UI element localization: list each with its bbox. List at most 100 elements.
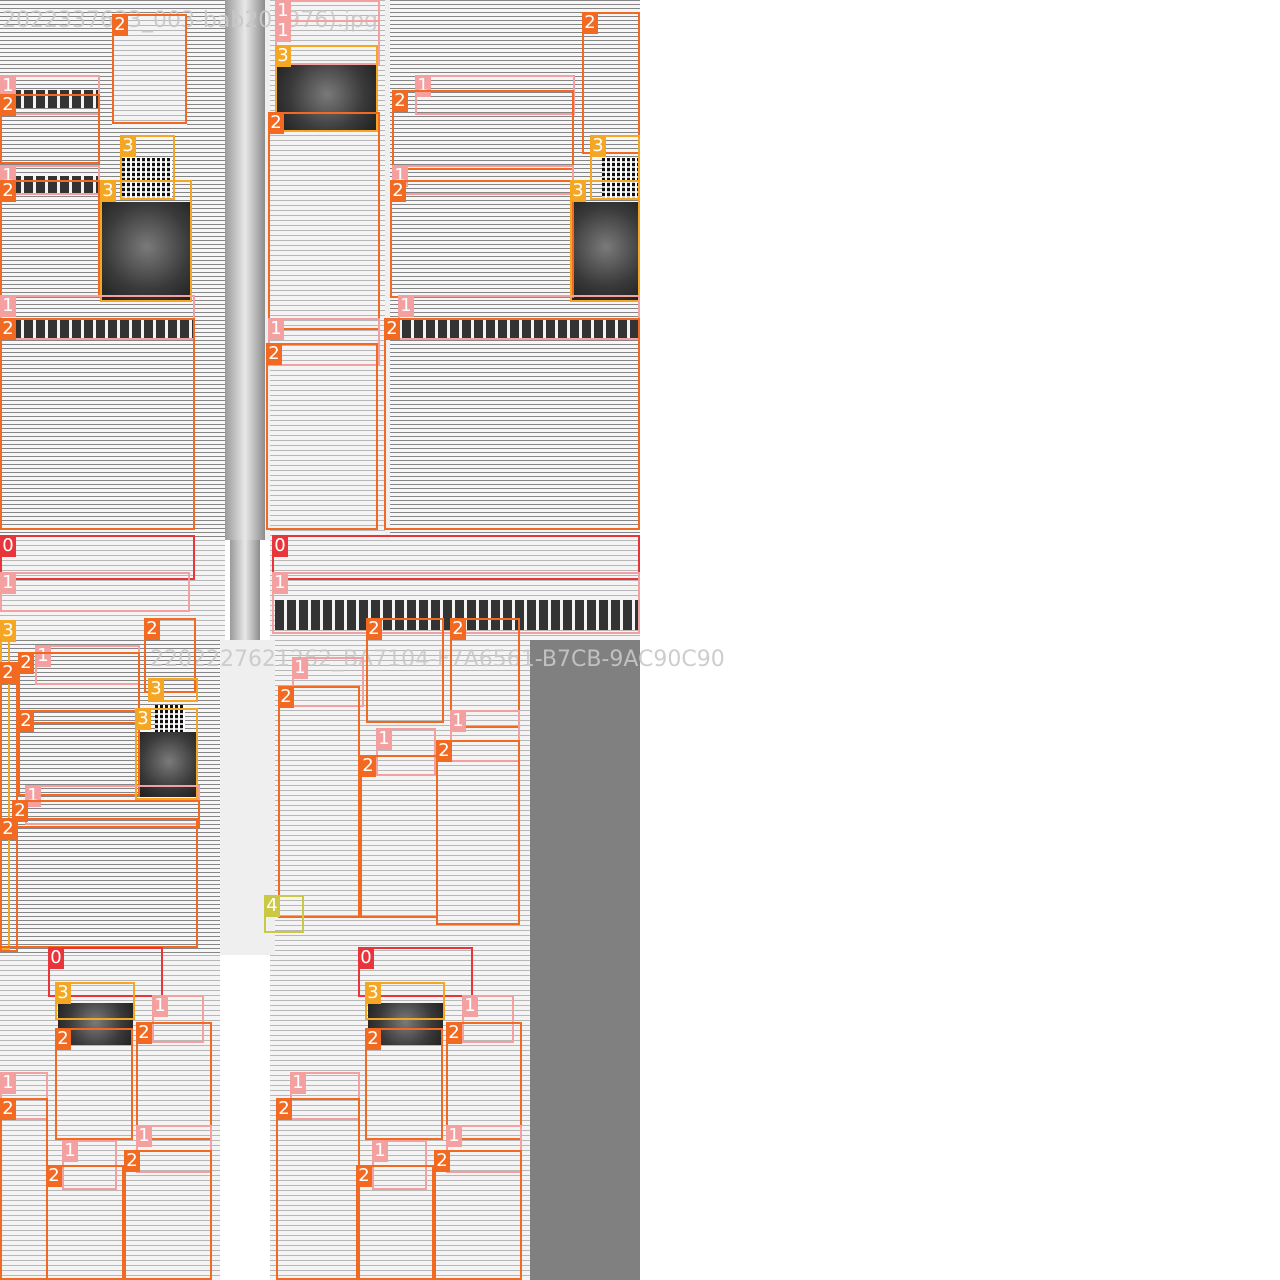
annotation-label: 1 bbox=[0, 295, 16, 317]
annotation-box: 2 bbox=[18, 652, 140, 724]
annotation-box: 2 bbox=[278, 686, 360, 918]
annotation-box: 0 bbox=[0, 535, 195, 580]
annotation-box: 4 bbox=[264, 895, 304, 933]
annotation-label: 1 bbox=[62, 1140, 78, 1162]
annotation-label: 2 bbox=[356, 1165, 372, 1187]
annotation-label: 1 bbox=[292, 657, 308, 679]
annotation-label: 2 bbox=[390, 180, 406, 202]
annotation-box: 3 bbox=[135, 708, 198, 800]
mosaic-tile-bottom-left-photo bbox=[0, 955, 220, 1280]
annotation-box: 0 bbox=[48, 947, 163, 997]
annotation-label: 2 bbox=[266, 343, 282, 365]
annotation-box: 2 bbox=[366, 618, 444, 723]
annotation-label: 2 bbox=[0, 818, 16, 840]
annotation-label: 2 bbox=[365, 1028, 381, 1050]
annotation-box: 3 bbox=[275, 45, 378, 132]
annotation-box: 2 bbox=[276, 1098, 360, 1280]
annotation-label: 3 bbox=[120, 135, 136, 157]
annotation-box: 1 bbox=[398, 295, 640, 340]
annotation-box: 2 bbox=[112, 14, 187, 124]
annotation-box: 3 bbox=[570, 180, 640, 302]
annotation-label: 2 bbox=[392, 90, 408, 112]
mosaic-tile-strip-left-photo bbox=[0, 540, 225, 640]
annotation-box: 3 bbox=[120, 135, 175, 200]
annotation-box: 2 bbox=[144, 618, 196, 693]
annotation-label: 2 bbox=[446, 1022, 462, 1044]
mosaic-tile-bottom-right-photo bbox=[270, 955, 530, 1280]
annotation-label: 3 bbox=[100, 180, 116, 202]
annotation-box: 1 bbox=[292, 657, 364, 707]
annotation-box: 0 bbox=[358, 947, 473, 997]
annotation-label: 2 bbox=[124, 1150, 140, 1172]
annotation-label: 1 bbox=[35, 645, 51, 667]
annotation-box: 3 bbox=[365, 982, 445, 1020]
annotation-label: 3 bbox=[0, 620, 16, 642]
annotation-label: 1 bbox=[275, 0, 291, 22]
annotation-label: 3 bbox=[590, 135, 606, 157]
annotation-label: 3 bbox=[148, 678, 164, 700]
annotation-label: 0 bbox=[0, 535, 16, 557]
annotation-box: 1 bbox=[0, 1072, 48, 1120]
annotation-label: 3 bbox=[275, 45, 291, 67]
annotation-label: 2 bbox=[0, 318, 16, 340]
annotation-label: 2 bbox=[366, 618, 382, 640]
annotation-label: 1 bbox=[272, 572, 288, 594]
annotation-label: 1 bbox=[450, 710, 466, 732]
annotation-label: 1 bbox=[268, 318, 284, 340]
annotation-label: 3 bbox=[55, 982, 71, 1004]
annotation-box: 2 bbox=[392, 90, 574, 170]
annotation-box: 0 bbox=[272, 535, 640, 580]
annotation-label: 1 bbox=[0, 1072, 16, 1094]
annotation-box: 2 bbox=[450, 618, 520, 728]
annotation-label: 2 bbox=[0, 94, 16, 116]
annotation-label: 1 bbox=[0, 75, 16, 97]
annotation-label: 2 bbox=[276, 1098, 292, 1120]
annotation-label: 1 bbox=[275, 20, 291, 42]
annotation-box: 1 bbox=[0, 572, 190, 612]
annotation-box: 2 bbox=[384, 318, 640, 530]
annotation-box: 2 bbox=[46, 1165, 124, 1280]
annotation-box: 2 bbox=[434, 1150, 522, 1280]
annotation-box: 2 bbox=[0, 318, 195, 530]
mosaic-tile-top-middle-photo bbox=[225, 0, 385, 540]
annotation-box: 1 bbox=[0, 295, 195, 340]
annotation-box: 1 bbox=[450, 710, 520, 762]
annotation-box: 2 bbox=[0, 94, 100, 164]
annotation-box: 3 bbox=[55, 982, 135, 1020]
annotation-label: 4 bbox=[264, 895, 280, 917]
annotation-box: 2 bbox=[0, 180, 100, 298]
mosaic-tile-strip-middle-photo bbox=[225, 540, 270, 640]
annotation-label: 1 bbox=[462, 995, 478, 1017]
annotation-box: 2 bbox=[12, 800, 200, 828]
annotation-box: 2 bbox=[266, 343, 378, 530]
annotation-label: 2 bbox=[18, 710, 34, 732]
annotation-label: 2 bbox=[450, 618, 466, 640]
annotation-label: 2 bbox=[0, 180, 16, 202]
annotation-box: 2 bbox=[136, 1022, 212, 1140]
annotation-box: 1 bbox=[446, 1125, 522, 1173]
annotation-box: 2 bbox=[0, 818, 198, 948]
annotation-label: 1 bbox=[152, 995, 168, 1017]
annotation-label: 2 bbox=[278, 686, 294, 708]
annotation-label: 1 bbox=[136, 1125, 152, 1147]
annotation-box: 2 bbox=[268, 112, 380, 330]
annotation-box: 1 bbox=[152, 995, 204, 1043]
annotation-label: 3 bbox=[365, 982, 381, 1004]
annotation-label: 1 bbox=[372, 1140, 388, 1162]
annotation-label: 2 bbox=[55, 1028, 71, 1050]
annotation-box: 3 bbox=[148, 678, 198, 702]
annotation-box: 2 bbox=[124, 1150, 212, 1280]
mosaic-padding-right-mid bbox=[530, 640, 640, 955]
annotation-label: 2 bbox=[18, 652, 34, 674]
annotation-box: 2 bbox=[436, 740, 520, 925]
annotation-label: 0 bbox=[358, 947, 374, 969]
annotation-box: 3 bbox=[590, 135, 640, 200]
annotation-label: 2 bbox=[46, 1165, 62, 1187]
annotation-label: 1 bbox=[0, 572, 16, 594]
annotation-box: 2 bbox=[18, 710, 140, 796]
annotation-label: 2 bbox=[12, 800, 28, 822]
annotation-label: 0 bbox=[272, 535, 288, 557]
annotation-label: 2 bbox=[360, 755, 376, 777]
annotation-label: 3 bbox=[135, 708, 151, 730]
annotation-label: 1 bbox=[446, 1125, 462, 1147]
